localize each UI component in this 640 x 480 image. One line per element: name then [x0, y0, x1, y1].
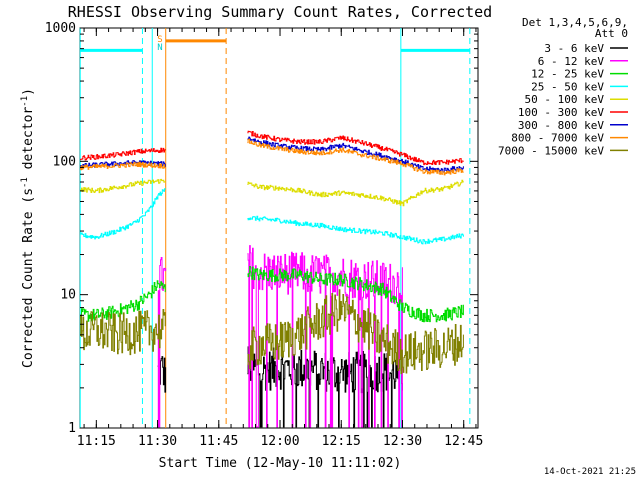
series-line-2-pre [157, 257, 167, 428]
y-tick-label: 10 [60, 288, 76, 303]
x-tick-label: 11:15 [77, 434, 116, 449]
legend-entry-label: 3 - 6 keV [544, 42, 604, 55]
footer-date: 14-Oct-2021 21:25 [544, 467, 636, 477]
series-line-5-pre [80, 178, 166, 194]
legend-header-line: Att 0 [595, 27, 628, 40]
legend-entry-label: 300 - 800 keV [518, 119, 604, 132]
legend-entry-label: 12 - 25 keV [531, 68, 604, 81]
series-line-6-pre [80, 147, 166, 161]
legend-entry-label: 100 - 300 keV [518, 106, 604, 119]
series-line-8-pre [80, 161, 166, 171]
x-tick-label: 12:45 [444, 434, 483, 449]
x-axis: 11:15 11:30 11:45 12:00 12:15 12:30 12:45 [77, 28, 483, 449]
y-axis-label-end: ) [21, 88, 36, 96]
plot-frame [79, 27, 479, 429]
chart-title: RHESSI Observing Summary Count Rates, Co… [68, 3, 492, 21]
y-axis-label-main: Corrected Count Rate (s [21, 188, 36, 368]
series-line-4-post [247, 215, 464, 245]
series-line-9-pre [80, 309, 166, 356]
x-tick-label: 12:00 [260, 434, 299, 449]
y-axis-label: Corrected Count Rate (s-1 detector-1) [20, 88, 36, 368]
series-line-3-post [247, 266, 464, 323]
x-tick-label: 12:15 [322, 434, 361, 449]
series-line-7-post [247, 136, 464, 173]
x-tick-label: 11:30 [138, 434, 177, 449]
y-axis-label-detector: detector [21, 107, 36, 178]
x-tick-label: 12:30 [383, 434, 422, 449]
legend-entry-label: 6 - 12 keV [538, 55, 605, 68]
series-line-9-post [247, 289, 464, 375]
legend-header-line: Det 1,3,4,5,6,9, [522, 16, 628, 29]
y-axis-label-exponent-2: -1 [20, 96, 30, 107]
series-line-6-post [247, 130, 464, 166]
y-tick-label: 1 [68, 421, 76, 436]
legend-entry-label: 7000 - 15000 keV [498, 144, 604, 157]
y-axis: 1 10 100 1000 [45, 21, 478, 436]
legend-entry-label: 25 - 50 keV [531, 80, 604, 93]
x-axis-label: Start Time (12-May-10 11:11:02) [159, 456, 402, 471]
series-line-8-post [247, 138, 464, 176]
y-tick-label: 100 [53, 154, 76, 169]
legend-entry-label: 50 - 100 keV [525, 93, 605, 106]
night-marker-label: N [157, 43, 162, 53]
series-layer [80, 130, 464, 428]
y-tick-label: 1000 [45, 21, 76, 36]
x-tick-label: 11:45 [199, 434, 238, 449]
legend-entry-label: 800 - 7000 keV [511, 132, 604, 145]
y-axis-label-exponent-1: -1 [20, 177, 30, 188]
series-line-5-post [247, 179, 464, 207]
series-line-4-pre [80, 188, 166, 240]
series-line-2-post [247, 245, 403, 428]
saa-marker-label: S [157, 35, 162, 45]
